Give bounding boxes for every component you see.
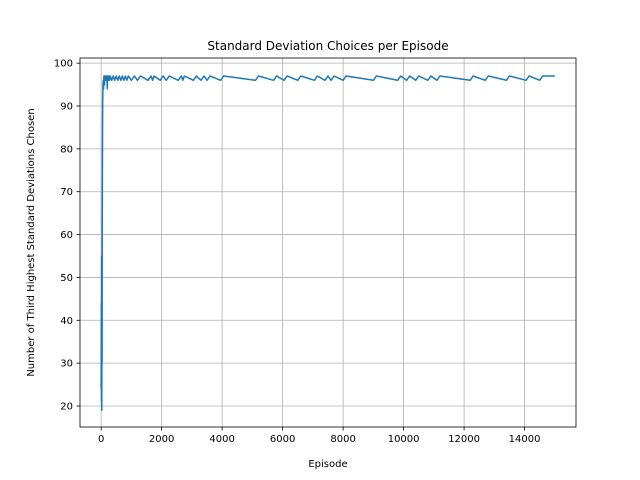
y-tick-label: 80 bbox=[60, 144, 73, 155]
y-tick-label: 50 bbox=[60, 273, 73, 284]
y-tick-label: 100 bbox=[54, 59, 73, 70]
y-tick-label: 30 bbox=[60, 359, 73, 370]
x-tick-label: 14000 bbox=[509, 434, 541, 445]
axes-frame bbox=[79, 57, 577, 428]
y-tick-label: 90 bbox=[60, 102, 73, 113]
series-layer bbox=[100, 75, 555, 412]
series-line bbox=[100, 75, 555, 412]
ticks: 0 2000 4000 6000 8000 10000 12000 14000 20 30 40 50… bbox=[54, 59, 541, 445]
x-tick-label: 10000 bbox=[388, 434, 420, 445]
x-axis-label: Episode bbox=[308, 459, 347, 470]
x-tick-label: 12000 bbox=[448, 434, 480, 445]
x-tick-label: 4000 bbox=[209, 434, 234, 445]
x-tick-label: 8000 bbox=[330, 434, 355, 445]
y-tick-label: 60 bbox=[60, 230, 73, 241]
y-tick-label: 40 bbox=[60, 316, 73, 327]
y-tick-label: 20 bbox=[60, 402, 73, 413]
chart-title: Standard Deviation Choices per Episode bbox=[207, 39, 448, 53]
y-tick-label: 70 bbox=[60, 187, 73, 198]
grid bbox=[80, 58, 576, 427]
x-tick-label: 0 bbox=[98, 434, 104, 445]
x-tick-label: 2000 bbox=[149, 434, 174, 445]
y-axis-label: Number of Third Highest Standard Deviati… bbox=[26, 108, 37, 376]
x-tick-label: 6000 bbox=[270, 434, 295, 445]
